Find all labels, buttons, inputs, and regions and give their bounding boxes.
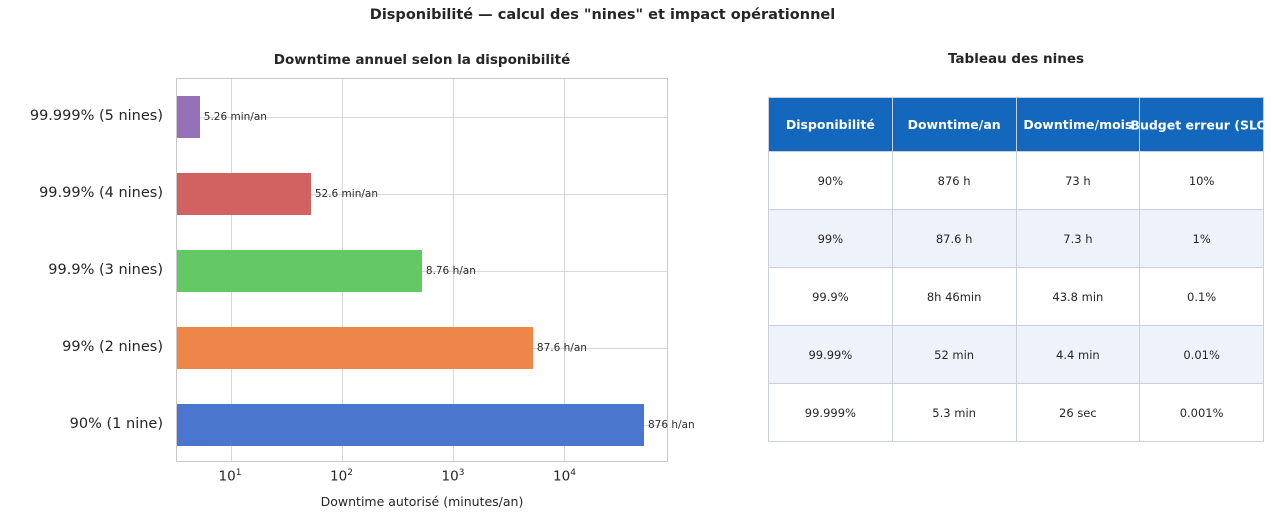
y-tick-label: 99.999% (5 nines) [29, 108, 163, 125]
y-gridline [177, 117, 667, 119]
bar-value-label: 5.26 min/an [203, 111, 267, 124]
table-cell: 99.999% [768, 384, 893, 442]
downtime-bar [177, 173, 311, 216]
table-row: 99.99% 52 min 4.4 min 0.01% [768, 326, 1264, 384]
table-header-cell: Disponibilité [768, 97, 893, 152]
bar-value-label: 8.76 h/an [425, 264, 476, 277]
downtime-bar [177, 403, 644, 446]
table-body: 90% 876 h 73 h 10% 99% 87.6 h 7.3 h 1% 99.9% 8h 4… [768, 152, 1264, 442]
table-cell: 43.8 min [1016, 268, 1141, 326]
table-cell: 0.001% [1140, 384, 1264, 442]
y-axis: 99.999% (5 nines) 99.99% (4 nines) 99.9% (… [0, 78, 168, 462]
y-tick-label: 99.9% (3 nines) [48, 262, 163, 278]
table-cell: 5.3 min [892, 384, 1017, 442]
plot-area: 5.26 min/an 52.6 min/an 8.76 h/an 87.6 h/an… [176, 78, 695, 462]
y-gridline [177, 271, 667, 272]
table-cell: 73 h [1016, 152, 1141, 210]
downtime-bar [177, 250, 422, 292]
x-gridline [452, 79, 454, 461]
table-cell: 99.9% [768, 268, 893, 326]
y-tick-label: 90% (1 nine) [69, 415, 163, 432]
bar-value-label: 87.6 h/an [536, 341, 587, 354]
table-cell: 87.6 h [892, 210, 1017, 268]
table-header-cell: Downtime/an [892, 97, 1017, 152]
x-tick-label: 101 [218, 468, 242, 485]
y-tick-label: 99.99% (4 nines) [39, 185, 163, 202]
x-tick-label: 104 [553, 468, 576, 485]
table-cell: 90% [768, 152, 893, 210]
table-header-cell: Budget erreur (SLO) [1130, 97, 1264, 152]
table-cell: 10% [1140, 152, 1264, 210]
table-header-row: Disponibilité Downtime/an Downtime/mois Bud… [768, 97, 1264, 152]
table-cell: 0.01% [1140, 326, 1264, 384]
table-cell: 8h 46min [892, 268, 1017, 326]
table-cell: 0.1% [1140, 268, 1264, 326]
figure-title: Disponibilité — calcul des "nines" et im… [369, 7, 836, 23]
table-header-cell: Downtime/mois [1016, 97, 1141, 152]
table-cell: 1% [1140, 210, 1264, 268]
table-row: 90% 876 h 73 h 10% [768, 152, 1264, 210]
nines-table: Disponibilité Downtime/an Downtime/mois Bud… [768, 97, 1264, 442]
x-tick-label: 103 [441, 468, 465, 485]
y-tick-label: 99% (2 nines) [62, 338, 163, 355]
table-row: 99% 87.6 h 7.3 h 1% [768, 210, 1264, 268]
table-title: Tableau des nines [947, 51, 1085, 67]
table-cell: 99% [768, 210, 893, 268]
table-row: 99.9% 8h 46min 43.8 min 0.1% [768, 268, 1264, 326]
table-header-label: Disponibilité [785, 117, 875, 132]
downtime-bar [177, 326, 533, 369]
table-cell: 99.99% [768, 326, 893, 384]
chart-title: Downtime annuel selon la disponibilité [273, 52, 571, 68]
table-row: 99.999% 5.3 min 26 sec 0.001% [768, 384, 1264, 442]
x-tick-label: 102 [330, 468, 353, 485]
x-gridline [563, 79, 565, 461]
table-cell: 7.3 h [1016, 210, 1141, 268]
table-cell: 26 sec [1016, 384, 1141, 442]
downtime-bar [177, 96, 200, 139]
table-header-label: Downtime/mois [1023, 117, 1133, 132]
table-header-label: Budget erreur (SLO) [1130, 117, 1264, 132]
table-cell: 52 min [892, 326, 1017, 384]
y-gridline [177, 194, 667, 196]
table-cell: 876 h [892, 152, 1017, 210]
x-axis: 101 102 103 104 [176, 468, 668, 490]
bar-value-label: 52.6 min/an [314, 187, 378, 200]
table-cell: 4.4 min [1016, 326, 1141, 384]
x-axis-label: Downtime autorisé (minutes/an) [320, 494, 524, 509]
bar-value-label: 876 h/an [647, 418, 695, 431]
table-header-label: Downtime/an [907, 117, 1001, 132]
